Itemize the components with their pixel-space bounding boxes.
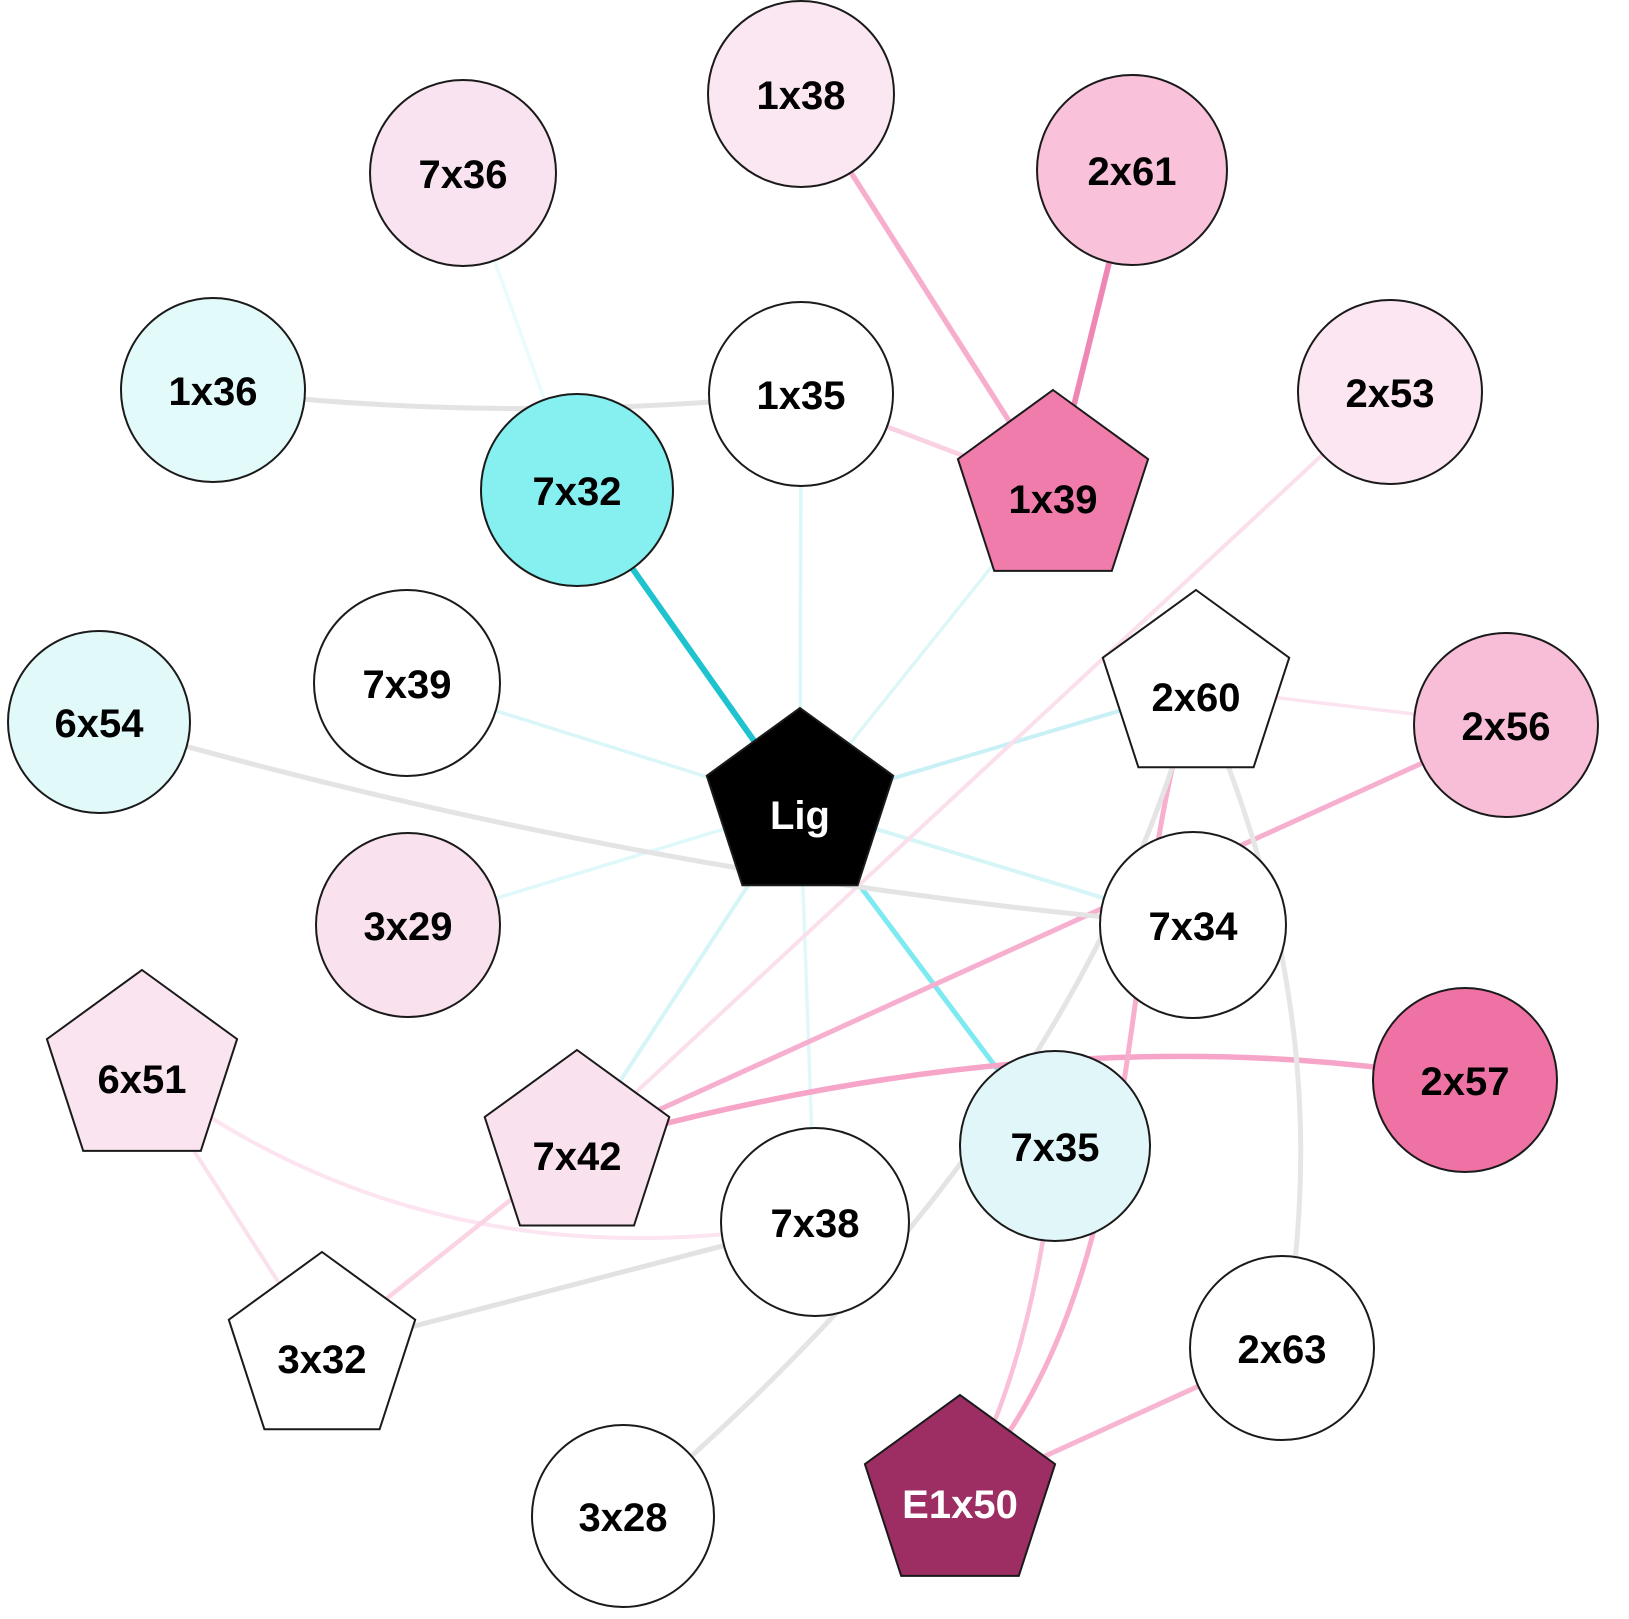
node-7x36[interactable]: 7x36 bbox=[369, 79, 557, 267]
node-2x61[interactable]: 2x61 bbox=[1036, 74, 1228, 266]
residue-circle[interactable] bbox=[708, 301, 894, 487]
residue-circle[interactable] bbox=[120, 297, 306, 483]
residue-circle[interactable] bbox=[1099, 831, 1287, 1019]
node-1x36[interactable]: 1x36 bbox=[120, 297, 306, 483]
residue-circle[interactable] bbox=[369, 79, 557, 267]
residue-pentagon[interactable] bbox=[705, 706, 895, 887]
residue-circle[interactable] bbox=[313, 589, 501, 777]
node-Lig[interactable]: Lig bbox=[705, 706, 895, 887]
node-2x53[interactable]: 2x53 bbox=[1297, 299, 1483, 485]
node-2x57[interactable]: 2x57 bbox=[1372, 987, 1558, 1173]
node-7x34[interactable]: 7x34 bbox=[1099, 831, 1287, 1019]
residue-circle[interactable] bbox=[531, 1424, 715, 1608]
node-1x39[interactable]: 1x39 bbox=[956, 388, 1150, 572]
node-3x28[interactable]: 3x28 bbox=[531, 1424, 715, 1608]
node-7x39[interactable]: 7x39 bbox=[313, 589, 501, 777]
node-7x35[interactable]: 7x35 bbox=[959, 1050, 1151, 1242]
residue-pentagon[interactable] bbox=[483, 1048, 671, 1227]
node-E1x50[interactable]: E1x50 bbox=[863, 1393, 1057, 1577]
node-7x42[interactable]: 7x42 bbox=[483, 1048, 671, 1227]
residue-pentagon[interactable] bbox=[863, 1393, 1057, 1577]
edge-6x51-7x38 bbox=[140, 1068, 817, 1240]
residue-pentagon[interactable] bbox=[45, 968, 239, 1152]
residue-circle[interactable] bbox=[959, 1050, 1151, 1242]
node-2x63[interactable]: 2x63 bbox=[1189, 1255, 1375, 1441]
node-1x38[interactable]: 1x38 bbox=[707, 0, 895, 188]
node-3x29[interactable]: 3x29 bbox=[315, 832, 501, 1018]
node-3x32[interactable]: 3x32 bbox=[227, 1250, 417, 1431]
residue-circle[interactable] bbox=[480, 393, 674, 587]
residue-pentagon[interactable] bbox=[956, 388, 1150, 572]
residue-circle[interactable] bbox=[315, 832, 501, 1018]
edge-6x54-7x34 bbox=[96, 719, 1196, 928]
residue-circle[interactable] bbox=[720, 1127, 910, 1317]
node-1x35[interactable]: 1x35 bbox=[708, 301, 894, 487]
residue-circle[interactable] bbox=[1036, 74, 1228, 266]
node-2x60[interactable]: 2x60 bbox=[1101, 588, 1291, 769]
edge-2x53-7x42 bbox=[575, 390, 1392, 1149]
residue-pentagon[interactable] bbox=[227, 1250, 417, 1431]
residue-circle[interactable] bbox=[7, 630, 191, 814]
node-7x38[interactable]: 7x38 bbox=[720, 1127, 910, 1317]
node-6x51[interactable]: 6x51 bbox=[45, 968, 239, 1152]
residue-circle[interactable] bbox=[1189, 1255, 1375, 1441]
residue-circle[interactable] bbox=[1297, 299, 1483, 485]
residue-circle[interactable] bbox=[707, 0, 895, 188]
residue-circle[interactable] bbox=[1372, 987, 1558, 1173]
residue-pentagon[interactable] bbox=[1101, 588, 1291, 769]
node-7x32[interactable]: 7x32 bbox=[480, 393, 674, 587]
node-2x56[interactable]: 2x56 bbox=[1413, 632, 1599, 818]
node-6x54[interactable]: 6x54 bbox=[7, 630, 191, 814]
edge-2x60-2x63 bbox=[1193, 685, 1304, 1351]
residue-circle[interactable] bbox=[1413, 632, 1599, 818]
edge-7x42-2x56 bbox=[574, 722, 1509, 1150]
